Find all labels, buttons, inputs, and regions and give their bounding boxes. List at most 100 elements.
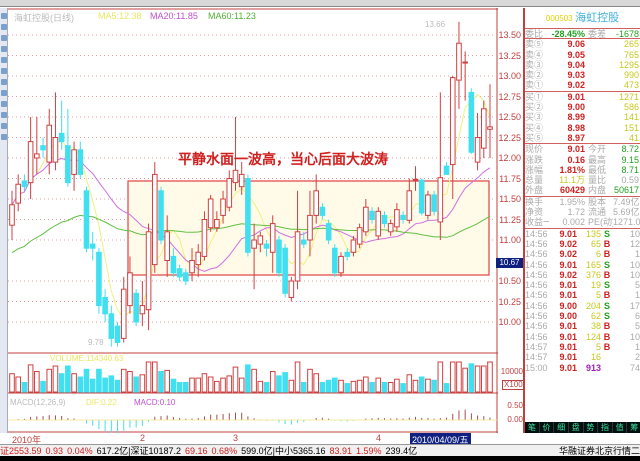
low-price-label: 9.78 [88,338,104,347]
panel-tab[interactable]: 笔 [525,422,540,433]
tick-row-cell: 9.01 [559,228,577,239]
tool-icon[interactable] [1,13,7,19]
sell-level-cell: 9.04 [567,59,585,70]
volume-bar [288,379,295,393]
tick-row-cell: 14:56 [525,311,548,322]
tool-icon[interactable] [1,57,7,63]
annotation-text: 平静水面一波高，当心后面大波涛 [178,152,388,168]
sell-level-cell: 765 [623,49,639,60]
y-tick-label: 13.50 [498,30,521,40]
candle-down [96,251,102,307]
buy-level-cell: 买⑤ [525,132,544,143]
candle-down [83,190,90,249]
chart-canvas [8,8,498,433]
ma20-label: MA20:11.85 [150,11,198,21]
macd-label: MACD(12,26,9) [10,398,66,407]
volume-bar [394,378,400,393]
tick-row-cell: 19 [590,280,601,291]
tick-list[interactable]: 14:56 9.01 135 S 10 14:56 9.02 65 B 12 14:56 9.02 6 B… [525,227,640,373]
panel-tab[interactable]: 筹 [627,422,640,433]
volume-bar [226,375,233,393]
tool-icon[interactable] [1,24,7,30]
volume-bar [487,361,493,393]
tool-icon[interactable] [1,112,7,118]
tick-row-cell: 165 [585,259,601,270]
volume-bar [350,380,357,393]
sell-level-cell: 9.02 [567,80,585,91]
weicha-value: -1678 [615,29,639,39]
candle-up [232,169,239,184]
panel-tab[interactable]: 势 [584,422,599,433]
y-tick-label: 11.75 [499,173,521,184]
y-tick-label: 12.50 [498,112,521,122]
panel-tab[interactable]: 盘 [569,422,584,433]
tick-row: 14:56 9.01 38 B 5 [525,321,640,331]
sell-level-cell: 9.05 [567,49,585,60]
tick-row-cell: S [603,311,610,322]
volume-bar [96,368,102,393]
volume-bar [183,382,189,393]
tool-icon[interactable] [1,90,7,96]
stock-title: 000503 海虹控股 [525,8,640,28]
buy-level-cell: 586 [623,102,639,113]
tick-row-cell: 9.01 [559,362,577,373]
volume-bar [220,377,226,393]
candle-up [189,260,195,274]
menu-bar[interactable] [0,0,640,7]
sell-level-cell: 卖② [525,70,544,81]
panel-tab[interactable]: 值 [613,422,628,433]
stat-row-cell: 现价 [525,144,544,155]
candle-down [431,194,437,212]
volume-bar [245,364,251,393]
panel-tab[interactable]: 细 [554,422,569,433]
stat-row-cell: 外盘 [525,185,544,196]
tick-row: 15:00 9.01 913 74 [525,363,640,373]
sell-level-cell: 9.03 [567,70,585,81]
volume-bar [207,376,214,393]
info-block: 换手 1.95% 股本 7.49亿 净资 1.72 流通 5.69亿 收益一 0.002 PE(动)… [525,195,640,228]
panel-tab[interactable]: 指 [598,422,613,433]
tick-row-cell: 17 [629,300,640,311]
candle-up [474,137,481,163]
tick-row-cell: 15:00 [525,362,548,373]
tick-row: 14:57 9.01 5 B 1 [525,342,640,352]
candle-up [52,137,59,163]
tool-icon[interactable] [1,46,7,52]
buy-level: 买⑤ 8.97 41 [525,133,640,143]
candle-down [276,239,282,274]
tick-row-cell: 9.01 [559,352,577,363]
tool-icon[interactable] [1,79,7,85]
candle-down [65,145,71,184]
tool-icon[interactable] [1,101,7,107]
stat-row: 现价 9.01 今开 8.72 [525,144,640,154]
tool-icon[interactable] [1,123,7,129]
tick-row-cell: S [603,228,610,239]
stat-row-cell: 总量 [525,175,544,186]
candle-down [89,243,96,249]
kline-chart[interactable]: 海虹控股(日线) MA5:12.38 MA20:11.85 MA60:11.23… [8,8,498,433]
volume-bar [269,371,276,393]
panel-tabs[interactable]: 笔价细盘势指值筹 [525,422,640,433]
volume-bar [387,382,394,393]
volume-bar [195,377,202,393]
index-quote: 0.93 [45,446,64,456]
tick-row: 14:56 9.01 165 S 10 [525,260,640,270]
tick-row-cell: 9.02 [559,238,577,249]
candle-down [418,179,425,214]
tool-icon[interactable] [1,35,7,41]
volume-bar [456,361,462,393]
tick-row-cell: 9.01 [559,259,577,270]
tool-icon[interactable] [1,134,7,140]
left-toolbar[interactable] [0,8,8,433]
stat-row-cell: 50617 [613,185,639,196]
candle-down [183,272,189,282]
y-tick-label: 13.00 [498,71,521,81]
buy-level-cell: 9.01 [567,91,585,102]
tool-icon[interactable] [1,68,7,74]
sell-level-cell: 卖④ [525,49,544,60]
panel-tab[interactable]: 价 [540,422,555,433]
volume-bar [58,373,65,393]
volume-bar [71,373,77,393]
tick-row-cell: 10 [629,259,640,270]
tick-row: 14:56 9.02 6 B 1 [525,249,640,259]
